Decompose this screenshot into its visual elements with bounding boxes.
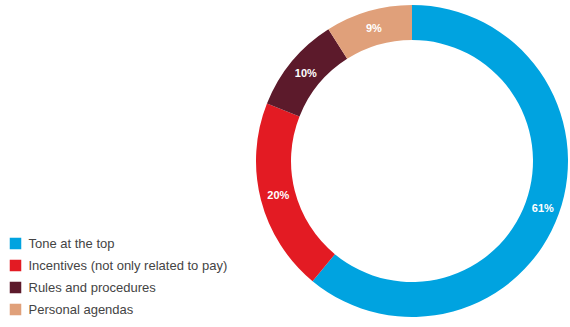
svg-text:Tone at the top: Tone at the top [29,236,115,251]
svg-text:Incentives (not only related t: Incentives (not only related to pay) [29,258,228,273]
svg-text:Personal agendas: Personal agendas [29,302,134,317]
svg-text:61%: 61% [532,202,554,214]
svg-text:9%: 9% [366,22,382,34]
svg-text:10%: 10% [295,67,317,79]
svg-text:20%: 20% [267,189,289,201]
svg-text:Rules and procedures: Rules and procedures [29,280,157,295]
